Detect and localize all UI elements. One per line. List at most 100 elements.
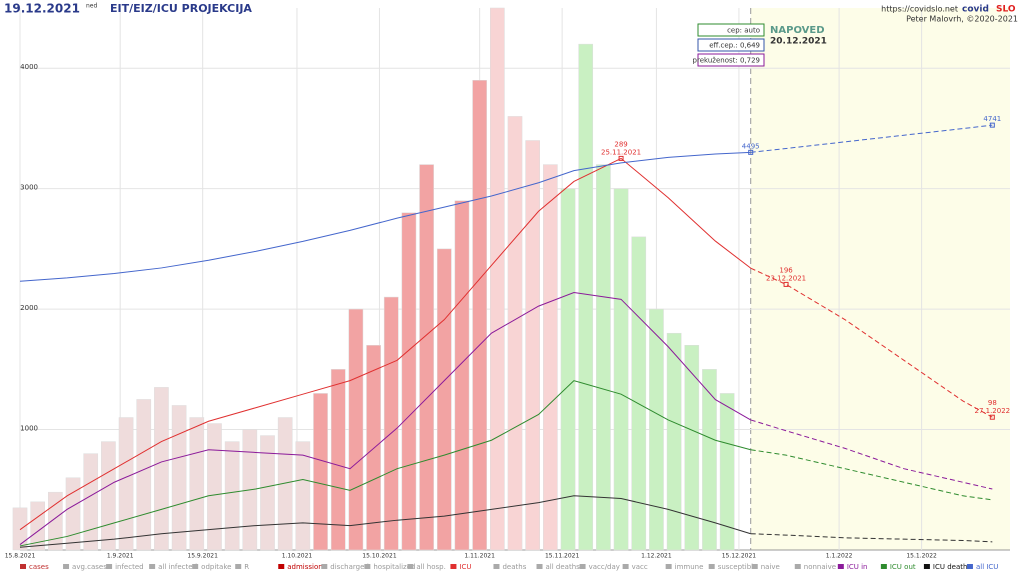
- bar: [348, 308, 364, 551]
- legend-swatch: [751, 564, 758, 569]
- legend-label: discharged: [330, 563, 369, 571]
- x-tick-label: 1.10.2021: [282, 553, 313, 560]
- bar: [366, 344, 381, 551]
- weekday: ned: [86, 3, 97, 10]
- legend-label: nonnaive: [804, 563, 836, 571]
- bar: [118, 417, 134, 551]
- x-tick-label: 15.9.2021: [187, 553, 218, 560]
- bar: [543, 164, 558, 551]
- bar: [260, 435, 275, 551]
- legend-swatch: [278, 564, 285, 569]
- legend-swatch: [665, 564, 672, 569]
- bar: [613, 188, 629, 551]
- legend-label: all ICU: [976, 563, 998, 571]
- author: Peter Malovrh, ©2020-2021: [906, 15, 1018, 24]
- date: 19.12.2021: [4, 2, 80, 16]
- annotation-marker: [783, 281, 789, 287]
- bar: [719, 393, 735, 551]
- bar: [12, 507, 28, 551]
- bar: [171, 405, 187, 551]
- x-tick-label: 1.12.2021: [641, 553, 672, 560]
- x-tick-label: 15.10.2021: [362, 553, 397, 560]
- legend-swatch: [923, 564, 930, 569]
- bar: [560, 188, 576, 551]
- bar: [631, 236, 647, 551]
- bar: [224, 441, 240, 551]
- bar: [154, 387, 169, 551]
- series-line: [750, 124, 993, 153]
- forecast-title: NAPOVED: [770, 25, 825, 36]
- bar: [383, 296, 399, 551]
- legend-label: ICU in: [847, 563, 868, 571]
- legend-label: odpitake: [201, 563, 231, 571]
- legend-label: immune: [675, 563, 704, 571]
- annotation-date: 27.1.2022: [975, 407, 1011, 415]
- series-line: [750, 267, 993, 418]
- bar: [101, 441, 116, 551]
- bar: [189, 417, 205, 551]
- y-tick-label: 1000: [20, 425, 38, 433]
- url: https://covidslo.net: [881, 5, 958, 14]
- annotation-marker: [989, 122, 995, 128]
- legend-label: susceptible: [718, 563, 758, 571]
- info-box-text: eff.cep.: 0,649: [709, 42, 760, 50]
- annotation-label: 289: [614, 140, 627, 148]
- legend-swatch: [579, 564, 586, 569]
- annotation-date: 23.12.2021: [766, 274, 806, 282]
- legend-label: avg.cases: [72, 563, 107, 571]
- legend-label: vacc: [632, 563, 648, 571]
- bar: [666, 332, 682, 551]
- legend-label: infected: [115, 563, 144, 571]
- x-tick-label: 15.11.2021: [545, 553, 580, 560]
- bar: [295, 441, 311, 551]
- legend-swatch: [450, 564, 457, 569]
- legend-label: vacc/day: [589, 563, 620, 571]
- legend-label: deaths: [502, 563, 526, 571]
- y-tick-label: 3000: [20, 184, 38, 192]
- x-tick-label: 1.1.2022: [826, 553, 853, 560]
- forecast-date: 20.12.2021: [770, 37, 827, 47]
- legend-swatch: [622, 564, 629, 569]
- series-line: [19, 495, 751, 548]
- bar: [578, 43, 594, 551]
- legend-swatch: [407, 564, 414, 569]
- legend-swatch: [235, 564, 242, 569]
- bar: [83, 453, 99, 551]
- legend-label: naive: [761, 563, 780, 571]
- series-line: [19, 157, 752, 531]
- info-box: [697, 38, 765, 52]
- legend-swatch: [20, 564, 26, 569]
- series-line: [750, 419, 993, 490]
- bar: [684, 344, 700, 551]
- legend-swatch: [192, 564, 199, 569]
- legend-swatch: [149, 564, 156, 569]
- y-tick-label: 2000: [20, 304, 38, 312]
- legend-swatch: [966, 564, 973, 569]
- bar: [330, 369, 346, 551]
- bar: [525, 140, 540, 551]
- chart-title: EIT/EIZ/ICU PROJEKCIJA: [110, 2, 252, 15]
- legend-swatch: [493, 564, 500, 569]
- legend-label: all deaths: [546, 563, 581, 571]
- brand: covid: [962, 5, 989, 15]
- forecast-zone: [750, 8, 1010, 550]
- legend-label: all hosp.: [416, 563, 445, 571]
- bar: [419, 164, 434, 551]
- bar: [702, 369, 717, 551]
- legend-label: hospitalized: [373, 563, 415, 571]
- info-box: [697, 53, 765, 67]
- legend-swatch: [106, 564, 113, 569]
- legend-swatch: [63, 564, 70, 569]
- info-box-text: prekuženost: 0,729: [693, 57, 760, 65]
- annotation-label: 196: [779, 266, 793, 274]
- legend-swatch: [708, 564, 715, 569]
- legend-swatch: [536, 564, 543, 569]
- bar: [313, 393, 328, 551]
- series-line: [19, 380, 751, 547]
- legend-swatch: [880, 564, 887, 569]
- bar: [436, 248, 452, 551]
- bar: [596, 164, 611, 551]
- legend-swatch: [837, 564, 844, 569]
- series-line: [19, 292, 751, 545]
- bar: [454, 200, 470, 551]
